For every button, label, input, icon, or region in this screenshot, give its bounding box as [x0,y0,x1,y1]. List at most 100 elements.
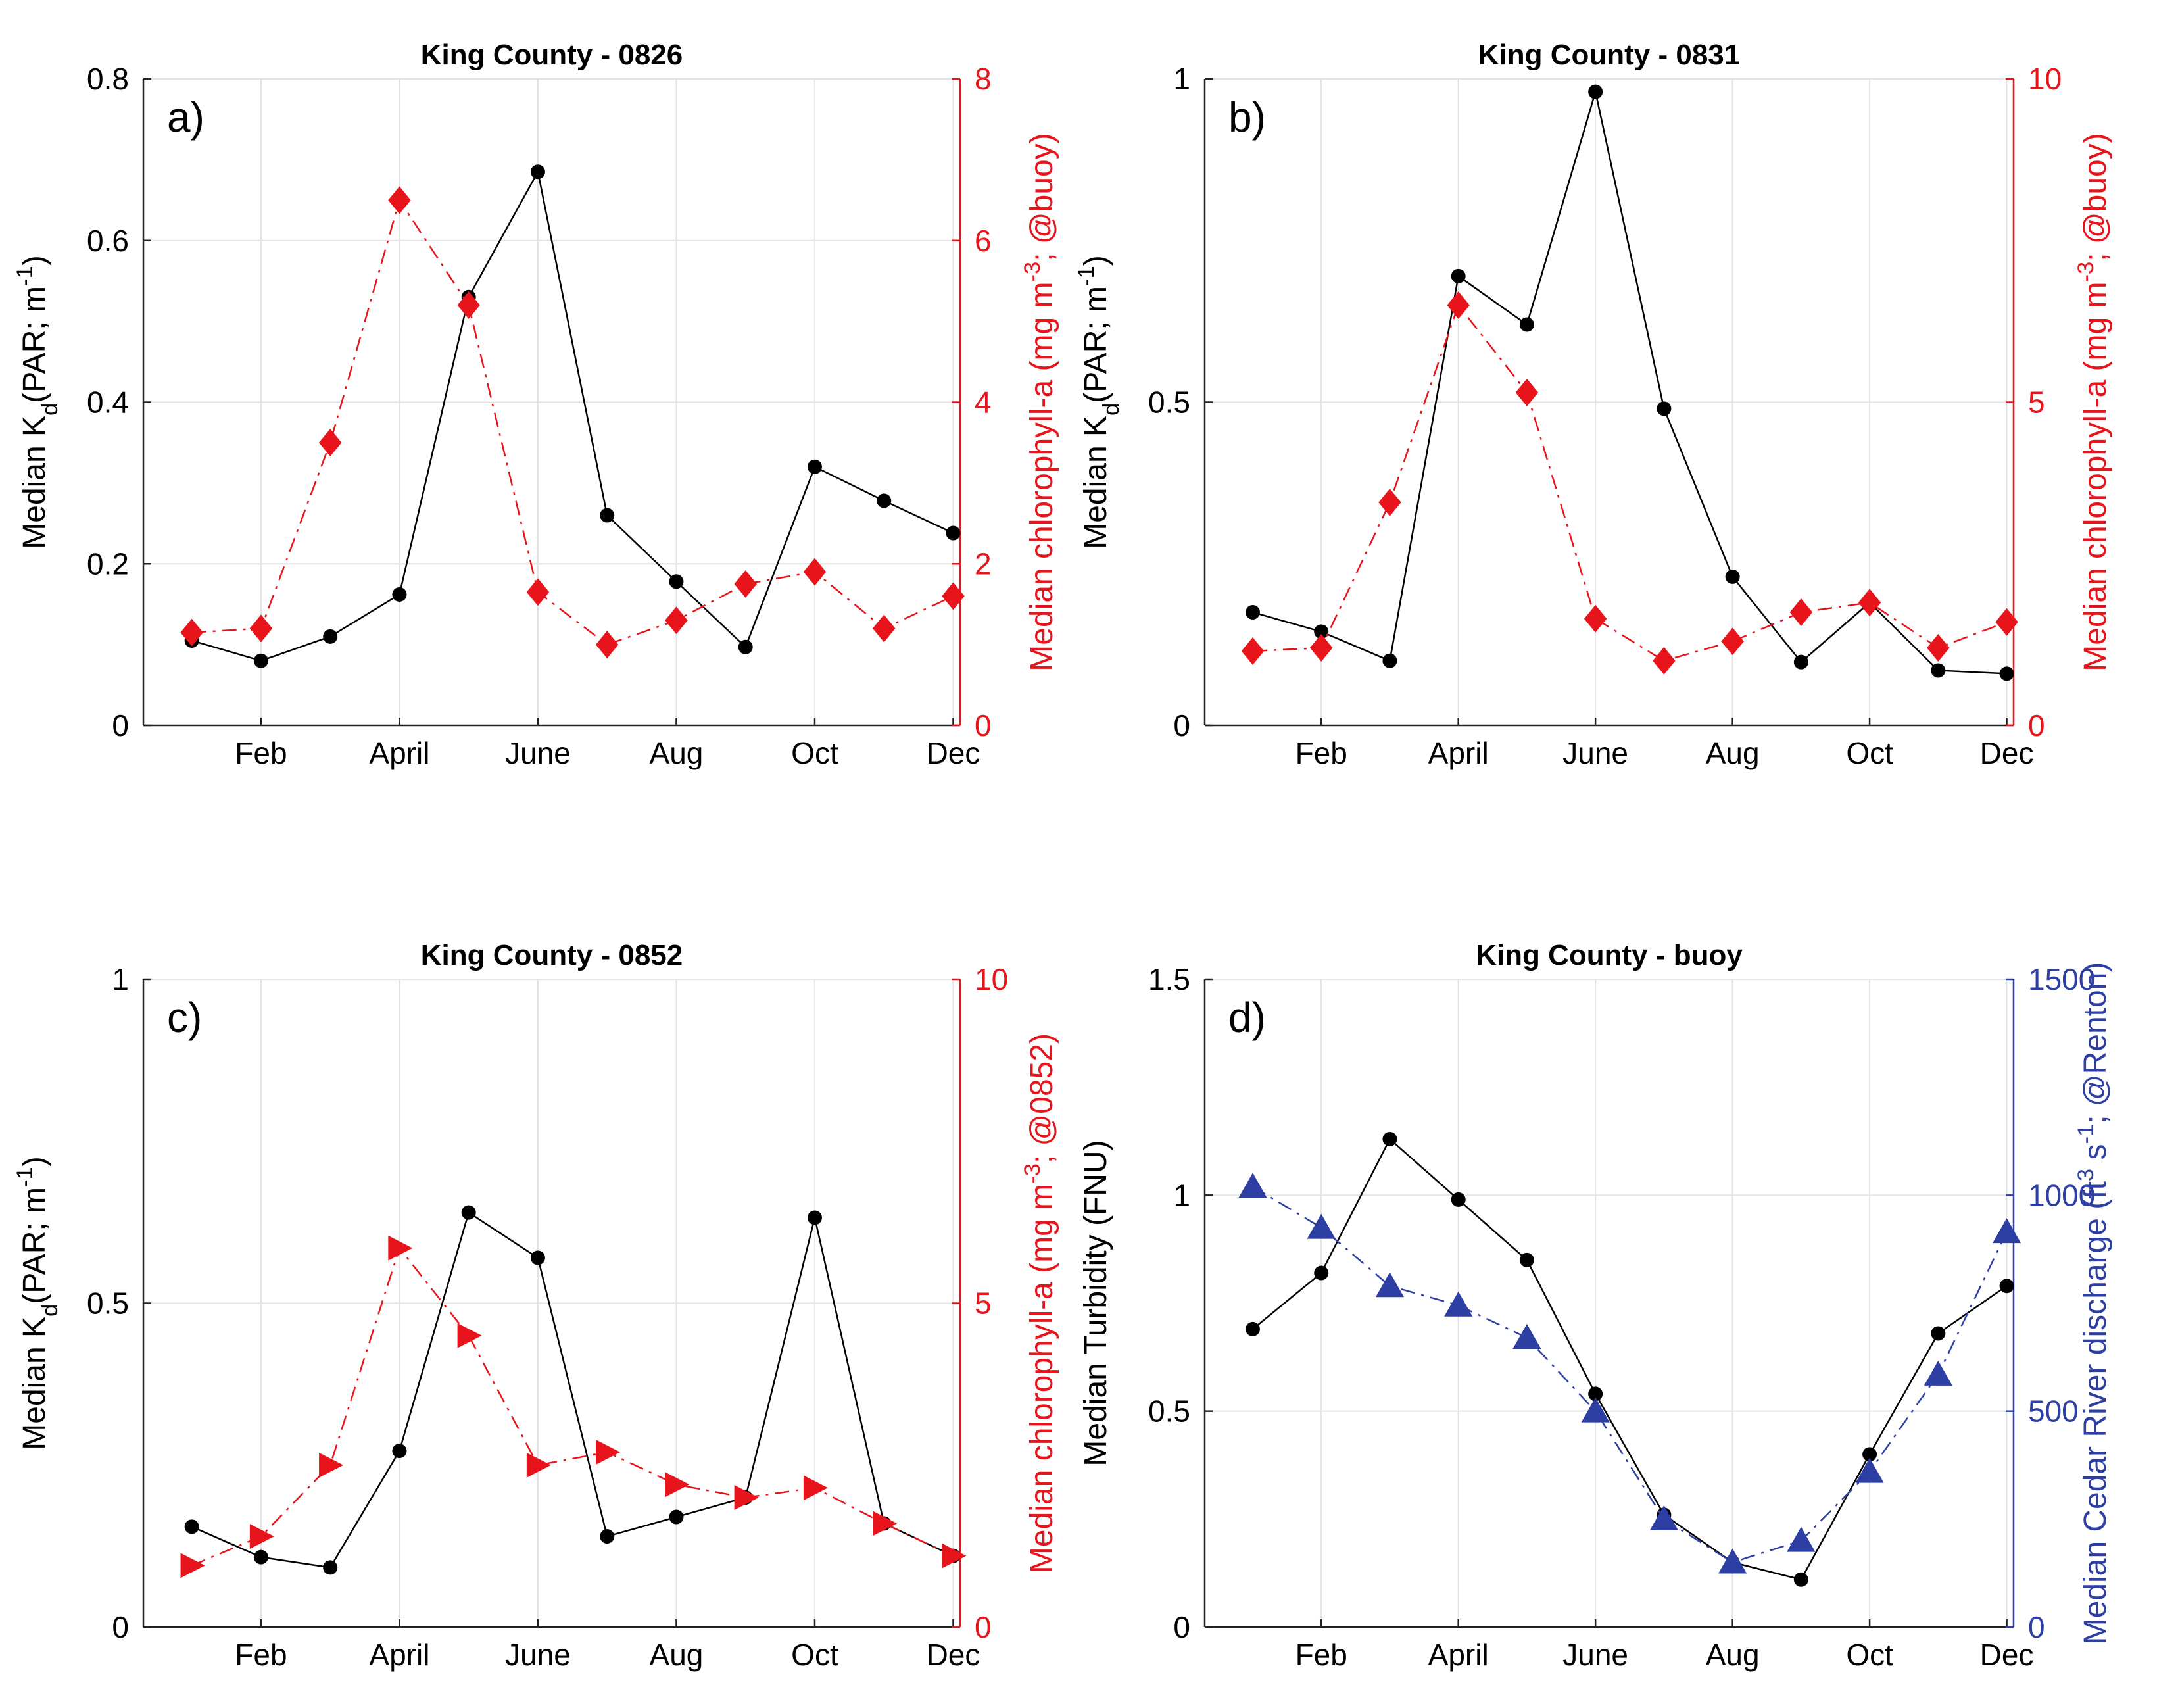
left-tick-label: 1 [1173,62,1190,96]
left-axis-label: Median Kd(PAR; m-1) [12,1156,62,1450]
x-tick-label: Dec [1980,736,2034,770]
data-point [1653,647,1676,675]
x-tick-label: June [505,1638,571,1672]
data-point [526,1452,551,1478]
data-point [669,574,684,589]
data-point [1995,608,2018,636]
data-point [807,1210,822,1225]
data-point [1382,653,1397,668]
data-point [873,1511,898,1536]
data-point [1519,1252,1534,1267]
data-point [1931,663,1946,678]
data-point [1992,1218,2021,1244]
data-point [1444,1291,1473,1317]
right-tick-label: 0 [975,708,992,743]
x-tick-label: Aug [650,1638,704,1672]
series-line [1252,1186,2008,1563]
series-kd [184,1205,961,1575]
panel-d: Feb April June Aug Oct Dec00.511.505001000150… [1078,939,2113,1672]
right-axis-label: Median chlorophyll-a (mg m-3; @buoy) [2073,133,2113,671]
left-tick-label: 0.8 [87,62,129,96]
series-turbidity [1245,1131,2014,1587]
data-point [1793,654,1808,670]
data-point [184,1519,199,1534]
data-point [1447,291,1470,320]
data-point [665,1472,690,1498]
left-tick-label: 1.5 [1148,962,1190,996]
data-point [803,1475,828,1501]
data-point [249,1524,274,1549]
data-point [877,493,892,508]
x-tick-label: Dec [1980,1638,2034,1672]
series-chlorophyll-a [180,1235,967,1578]
data-point [388,1235,413,1261]
data-point [1314,1265,1329,1281]
data-point [1649,1505,1678,1530]
data-point [1931,1326,1946,1341]
series-line [191,198,954,646]
panel-label: c) [167,994,202,1041]
right-tick-label: 1500 [2028,962,2095,996]
data-point [1309,634,1333,662]
data-point [1584,604,1607,633]
series-line [191,1211,954,1569]
data-point [1581,1397,1610,1423]
data-point [1789,598,1813,626]
left-tick-label: 0 [1173,708,1190,743]
data-point [665,606,688,635]
series-line [191,1246,954,1567]
data-point [1858,589,1881,617]
x-tick-label: Feb [235,736,287,770]
right-axis-label: Median chlorophyll-a (mg m-3; @buoy) [1020,133,1059,671]
data-point [461,1205,476,1220]
data-point [600,1529,615,1544]
x-tick-label: Oct [791,736,838,770]
panel-label: a) [167,93,205,141]
data-point [319,1452,344,1478]
data-point [1787,1526,1816,1552]
data-point [1721,627,1744,656]
data-point [600,508,615,523]
data-point [249,614,273,643]
right-tick-label: 4 [975,385,992,420]
x-tick-label: April [1428,736,1489,770]
data-point [1241,637,1265,665]
left-tick-label: 0.2 [87,547,129,581]
series-line [1252,1137,2008,1581]
data-point [595,631,619,659]
data-point [1855,1457,1884,1483]
x-tick-label: June [1562,736,1628,770]
data-point [180,1553,205,1578]
x-tick-label: Aug [650,736,704,770]
left-tick-label: 1 [1173,1178,1190,1212]
data-point [1588,84,1603,99]
series-line [191,169,954,662]
right-axis-label: Median Cedar River discharge (ft3 s-1; @… [2073,962,2113,1645]
data-point [1515,378,1539,406]
left-tick-label: 0 [1173,1610,1190,1644]
right-tick-label: 500 [2028,1394,2079,1428]
data-point [392,587,407,602]
x-tick-label: April [369,1638,429,1672]
chart-title: King County - 0826 [421,39,683,71]
x-tick-label: Feb [1295,736,1347,770]
data-point [734,1485,759,1510]
data-point [1451,1192,1466,1207]
data-point [1718,1548,1747,1574]
x-tick-label: April [1428,1638,1489,1672]
left-tick-label: 0.5 [87,1286,129,1321]
data-point [1451,268,1466,283]
data-point [1999,666,2014,681]
right-tick-label: 10 [2028,62,2062,96]
left-axis-label: Median Kd(PAR; m-1) [12,255,62,549]
right-tick-label: 2 [975,547,992,581]
data-point [1314,624,1329,639]
data-point [1924,1360,1952,1386]
data-point [669,1509,684,1525]
left-tick-label: 0.6 [87,224,129,258]
left-tick-label: 0.4 [87,385,129,420]
right-tick-label: 5 [975,1286,992,1321]
data-point [1245,604,1260,620]
